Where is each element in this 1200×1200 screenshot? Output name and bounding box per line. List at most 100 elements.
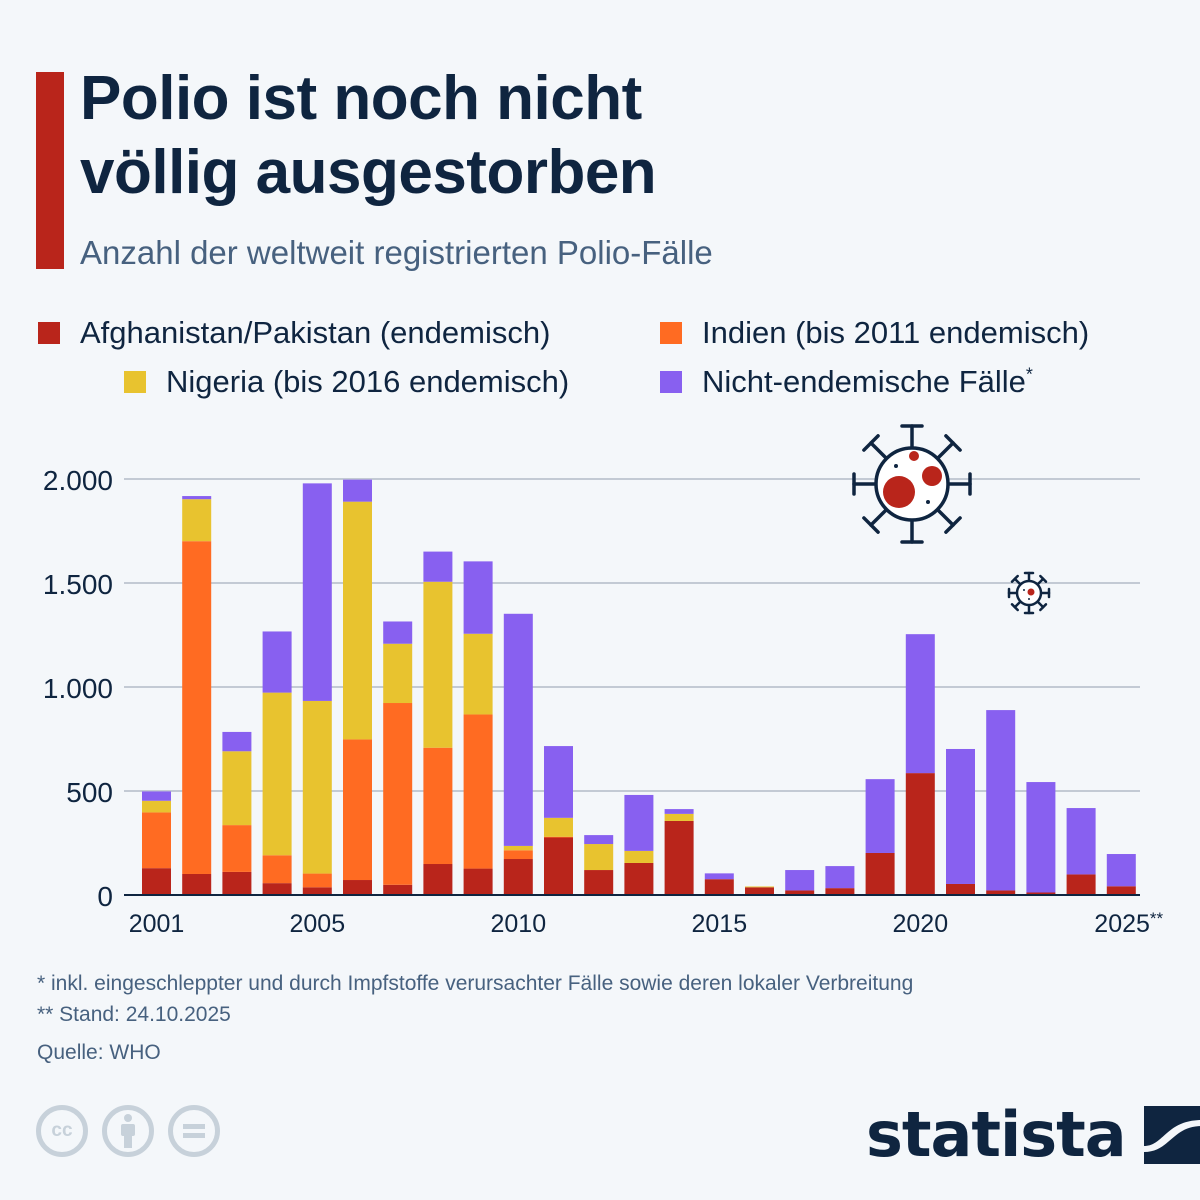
legend-label: Nicht-endemische Fälle* <box>702 364 1033 400</box>
virus-spike <box>869 507 889 527</box>
y-tick-label: 1.000 <box>43 673 113 704</box>
bar-segment-2005-nicht-endemisch <box>302 483 332 701</box>
bar-segment-2025-afghanistan-pakistan <box>1106 886 1136 895</box>
bar-segment-2003-afghanistan-pakistan <box>222 871 252 895</box>
bar-segment-2013-nicht-endemisch <box>624 794 654 851</box>
bar-segment-2013-afghanistan-pakistan <box>624 862 654 895</box>
attribution-icon[interactable] <box>102 1105 154 1157</box>
cc-icon[interactable]: cc <box>36 1105 88 1157</box>
bar-segment-2007-nigeria <box>383 643 413 704</box>
legend-swatch <box>660 322 682 344</box>
bar-segment-2020-afghanistan-pakistan <box>905 773 935 895</box>
virus-spike <box>1036 577 1045 586</box>
bar-segment-2006-nicht-endemisch <box>343 479 372 502</box>
bar-segment-2005-nigeria <box>302 700 332 874</box>
bar-segment-2011-indien <box>544 836 573 838</box>
subtitle: Anzahl der weltweit registrierten Polio-… <box>80 234 713 271</box>
bar-segment-2007-indien <box>383 703 413 885</box>
bar-segment-2014-nigeria <box>664 813 694 821</box>
legend-label-text: Nicht-endemische Fälle <box>702 364 1026 399</box>
person-glyph <box>121 1114 135 1148</box>
virus-spike-cap <box>1010 603 1019 612</box>
bar-segment-2022-afghanistan-pakistan <box>986 890 1016 895</box>
bar-segment-2017-afghanistan-pakistan <box>785 890 815 895</box>
bar-segment-2012-nigeria <box>584 844 614 871</box>
bar-segment-2015-nicht-endemisch <box>704 873 734 880</box>
legend-swatch <box>38 322 60 344</box>
title-accent-bar <box>36 72 64 269</box>
x-tick-label: 2015 <box>691 910 747 938</box>
bar-segment-2013-nigeria <box>624 850 654 863</box>
y-tick-label: 1.500 <box>43 569 113 600</box>
y-axis-labels: 0 500 1.000 1.500 2.000 <box>43 465 113 912</box>
bar-segment-2023-nicht-endemisch <box>1026 782 1056 893</box>
bar-segment-2010-indien <box>503 850 533 860</box>
bar-segment-2012-afghanistan-pakistan <box>584 870 614 895</box>
virus-spike-cap <box>1010 574 1019 583</box>
bar-segment-2004-indien <box>262 855 292 884</box>
bar-segment-2003-indien <box>222 825 252 872</box>
bar-segment-2017-nicht-endemisch <box>785 870 815 891</box>
virus-spike-cap <box>944 434 962 452</box>
bar-segment-2007-nicht-endemisch <box>383 621 413 644</box>
bar-segment-2007-afghanistan-pakistan <box>383 884 413 895</box>
x-tick-label: 2010 <box>490 910 546 938</box>
bar-segment-2009-afghanistan-pakistan <box>463 868 493 895</box>
virus-spike-cap <box>944 516 962 534</box>
bar-segment-2008-nicht-endemisch <box>423 551 453 582</box>
equals-glyph <box>183 1124 205 1138</box>
bar-segment-2014-nicht-endemisch <box>664 809 694 814</box>
bar-segment-2019-nicht-endemisch <box>865 779 895 853</box>
statista-logo[interactable]: statista <box>866 1098 1200 1171</box>
bar-segment-2001-nigeria <box>142 800 171 813</box>
legend-item-indien: Indien (bis 2011 endemisch) <box>660 315 1089 351</box>
virus-spike <box>1013 600 1022 609</box>
bar-segment-2003-nigeria <box>222 751 252 826</box>
x-tick-label: 2001 <box>129 910 185 938</box>
bar-segment-2025-nicht-endemisch <box>1106 854 1136 887</box>
virus-icon-small <box>1007 571 1051 615</box>
bar-segment-2009-indien <box>463 714 493 869</box>
bar-segment-2002-nigeria <box>182 499 212 542</box>
bar-segment-2003-nicht-endemisch <box>222 731 252 752</box>
cc-glyph: cc <box>51 1120 73 1141</box>
bar-segment-2001-afghanistan-pakistan <box>142 868 171 895</box>
bar-segment-2011-nicht-endemisch <box>544 746 573 818</box>
bar-segment-2021-nicht-endemisch <box>946 748 975 884</box>
virus-spike <box>935 507 955 527</box>
bar-segment-2002-afghanistan-pakistan <box>182 873 212 895</box>
bar-segment-2006-nigeria <box>343 501 372 740</box>
bar-segment-2015-afghanistan-pakistan <box>704 879 734 895</box>
bar-segment-2009-nicht-endemisch <box>463 561 493 634</box>
y-tick-label: 500 <box>66 777 113 808</box>
legend-label: Nigeria (bis 2016 endemisch) <box>166 364 570 399</box>
bar-segment-2010-nigeria <box>503 845 533 851</box>
stacked-bar-chart: 0 500 1.000 1.500 2.000 2001 2005 2010 2015 2020… <box>43 424 1164 938</box>
page-title: Polio ist noch nicht völlig ausgestorben <box>80 62 980 210</box>
virus-spike-cap <box>1039 574 1048 583</box>
statista-logo-mark-icon <box>1143 1105 1200 1164</box>
bar-segment-2014-afghanistan-pakistan <box>664 820 694 895</box>
footnote-2: ** Stand: 24.10.2025 <box>37 1003 231 1026</box>
legend-label: Afghanistan/Pakistan (endemisch) <box>80 315 551 350</box>
bar-segment-2018-nicht-endemisch <box>825 866 855 889</box>
bar-segment-2001-nicht-endemisch <box>142 791 171 801</box>
y-tick-label: 0 <box>97 881 113 912</box>
legend-item-afghanistan-pakistan: Afghanistan/Pakistan (endemisch) <box>38 315 550 351</box>
bar-segment-2005-indien <box>302 873 332 888</box>
bar-segment-2001-indien <box>142 812 171 869</box>
virus-spike-cap <box>1039 603 1048 612</box>
bar-segment-2021-afghanistan-pakistan <box>946 883 975 895</box>
bar-segment-2009-nigeria <box>463 633 493 715</box>
virus-spike <box>869 441 889 461</box>
legend-item-nigeria: Nigeria (bis 2016 endemisch) <box>124 364 569 400</box>
legend-swatch <box>124 371 146 393</box>
bar-segment-2011-afghanistan-pakistan <box>544 836 573 895</box>
legend-label: Indien (bis 2011 endemisch) <box>702 315 1090 350</box>
virus-spike-cap <box>862 516 880 534</box>
bar-segment-2008-indien <box>423 747 453 865</box>
no-derivatives-icon[interactable] <box>168 1105 220 1157</box>
legend-swatch <box>660 371 682 393</box>
bar-segment-2016-afghanistan-pakistan <box>745 887 774 895</box>
source: Quelle: WHO <box>37 1041 161 1064</box>
